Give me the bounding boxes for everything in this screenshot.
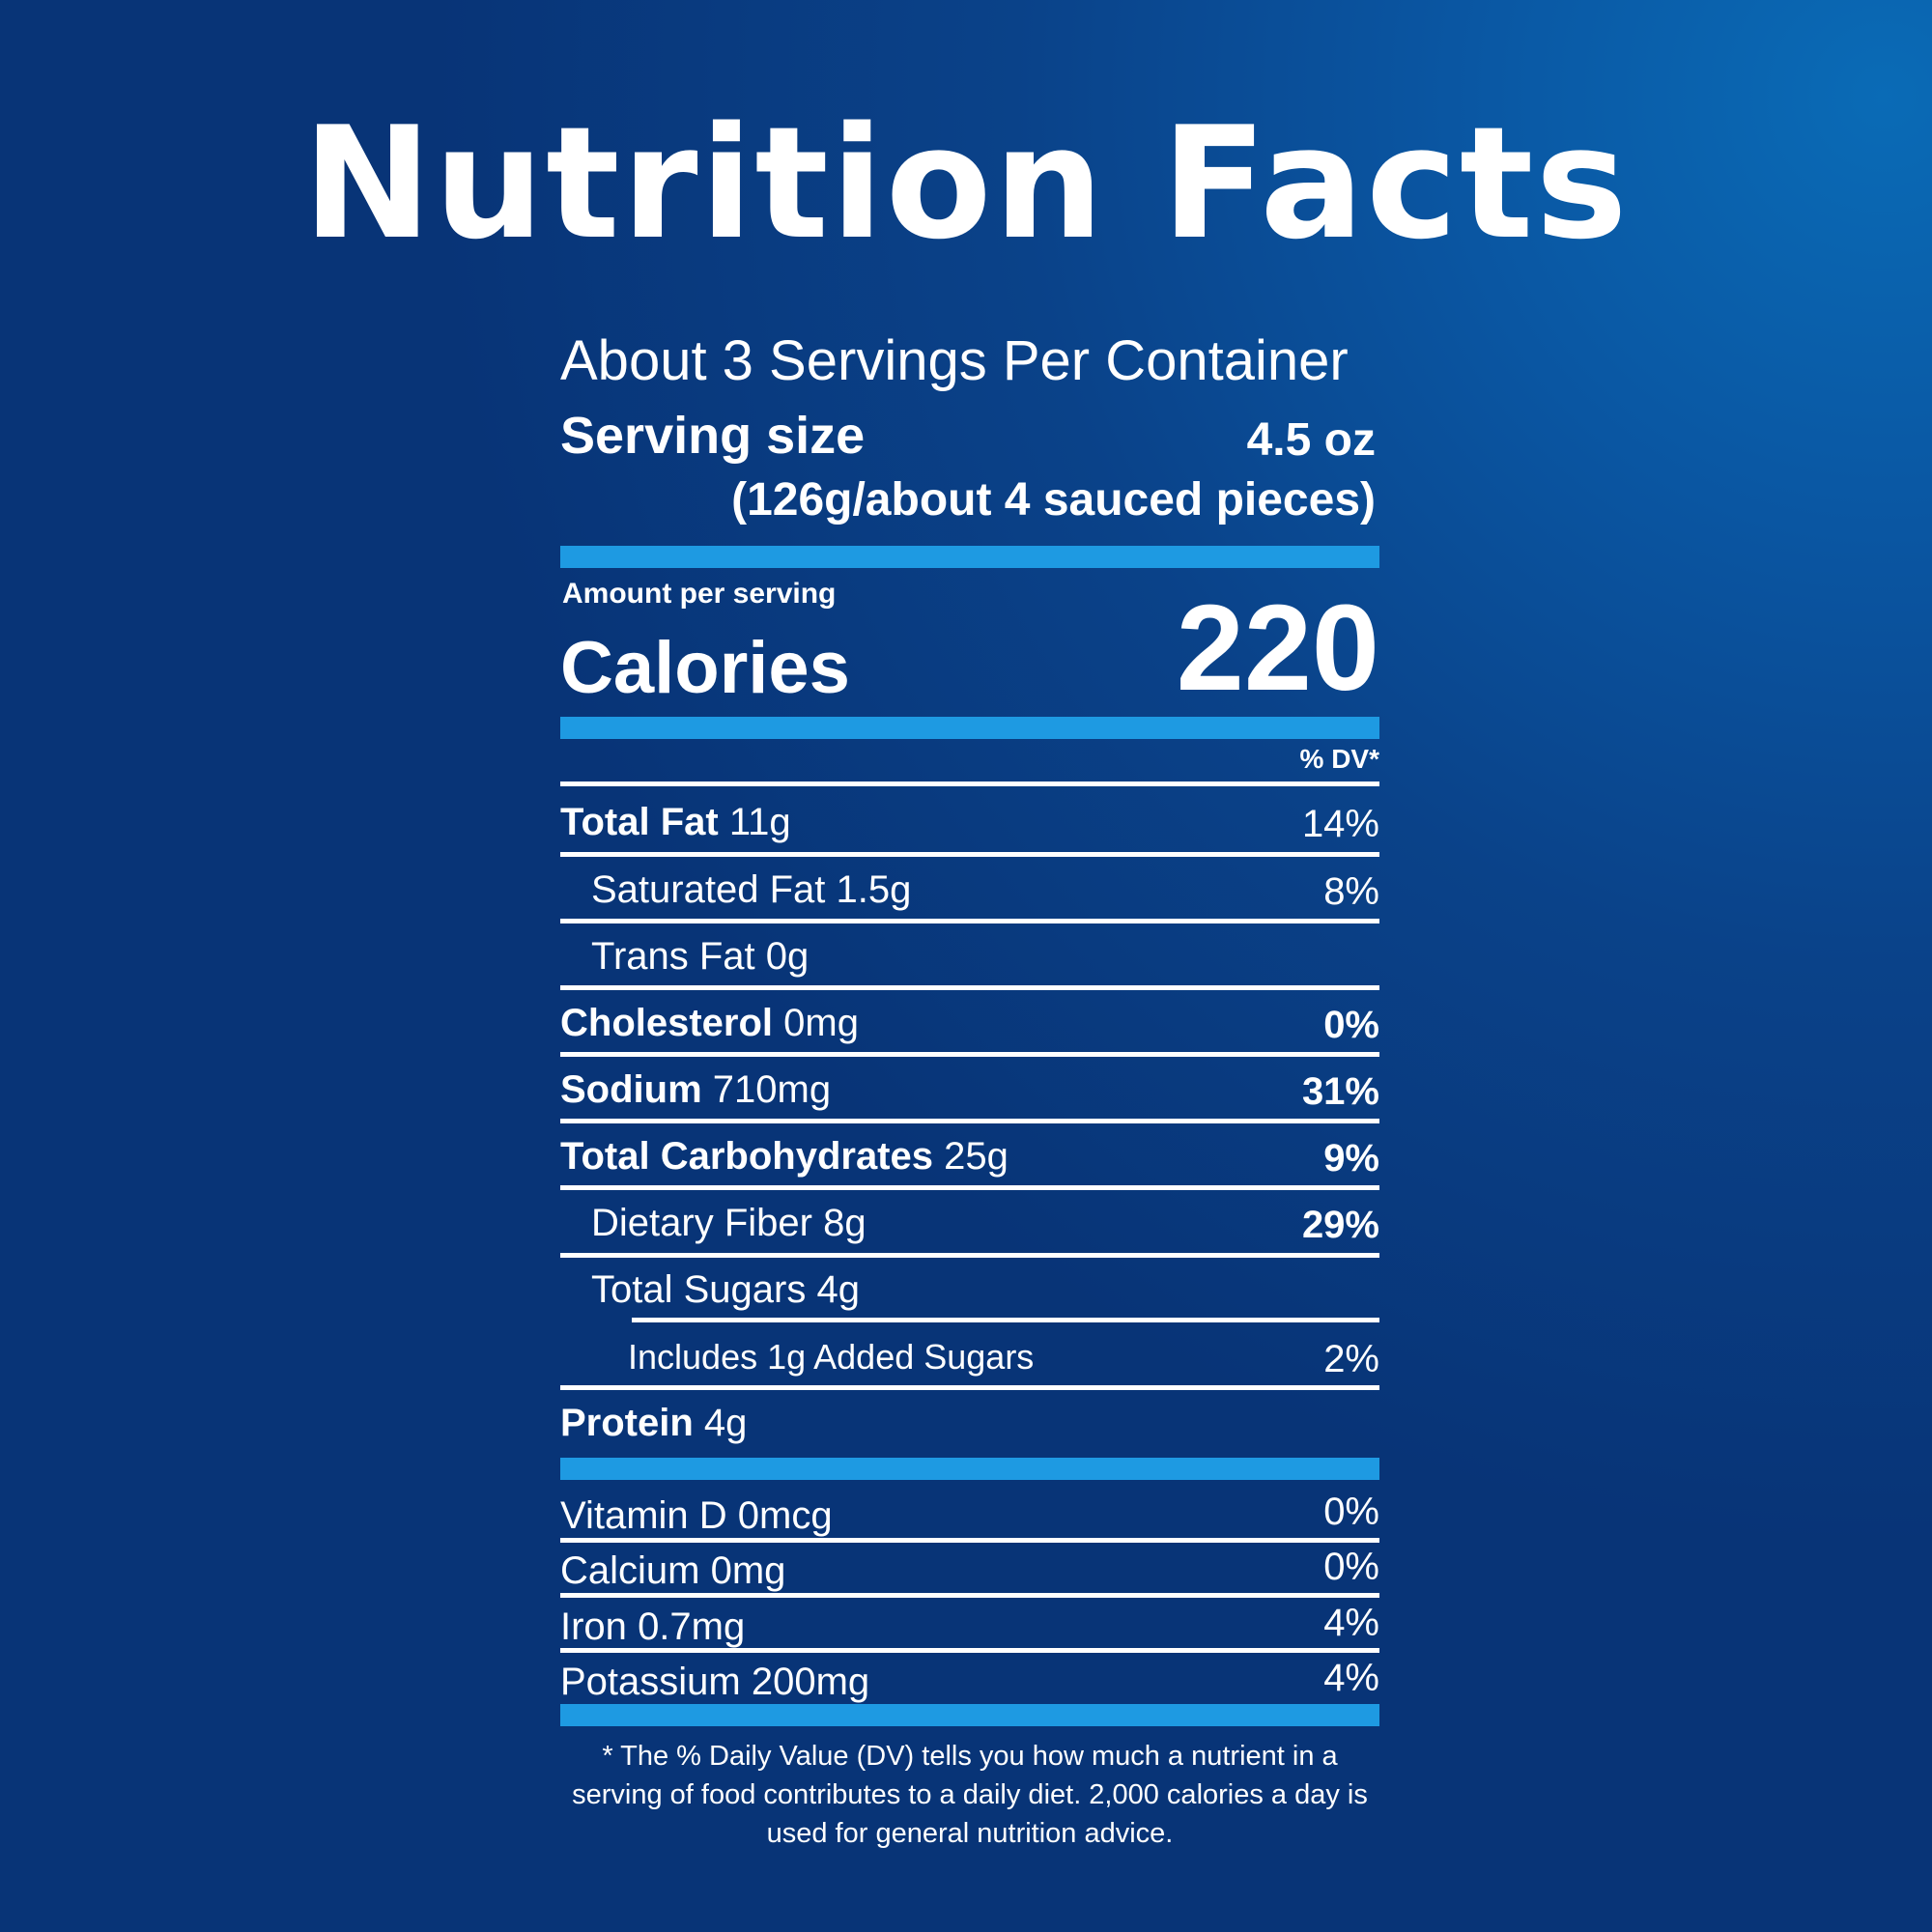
nutrient-amount: 0g [765, 935, 810, 978]
nutrient-row-dietary-fiber: Dietary Fiber 8g 29% [560, 1198, 1379, 1256]
nutrient-name: Sodium [560, 1068, 702, 1111]
vitamin-row-calcium: Calcium 0mg 0% [560, 1546, 1379, 1604]
amount-per-serving: Amount per serving [562, 578, 837, 610]
nutrient-dv: 9% [1323, 1137, 1379, 1179]
page-title: Nutrition Facts [302, 93, 1630, 273]
nutrient-name: Total Fat [560, 801, 719, 843]
nutrient-amount: 0mg [783, 1002, 859, 1044]
nutrient-row-trans-fat: Trans Fat 0g [560, 931, 1379, 989]
divider-line [560, 1385, 1379, 1390]
divider-bar [560, 1458, 1379, 1480]
vitamin-amount: 200mg [751, 1661, 870, 1703]
calories-label: Calories [560, 627, 850, 709]
nutrient-name: Cholesterol [560, 1002, 774, 1044]
servings-per-container: About 3 Servings Per Container [560, 329, 1349, 392]
nutrient-name: Total Sugars [591, 1268, 807, 1311]
divider-bar [560, 717, 1379, 739]
divider-line [560, 781, 1379, 786]
vitamin-row-potassium: Potassium 200mg 4% [560, 1657, 1379, 1715]
vitamin-name: Vitamin D [560, 1494, 727, 1537]
divider-line [560, 985, 1379, 990]
nutrient-row-saturated-fat: Saturated Fat 1.5g 8% [560, 865, 1379, 923]
divider-line [560, 1052, 1379, 1057]
vitamin-name: Potassium [560, 1661, 741, 1703]
nutrient-row-cholesterol: Cholesterol 0mg 0% [560, 998, 1379, 1056]
divider-line [560, 1538, 1379, 1543]
vitamin-amount: 0mg [710, 1549, 786, 1592]
divider-line [560, 1119, 1379, 1123]
nutrient-name: Saturated Fat [591, 868, 826, 911]
divider-line [560, 1253, 1379, 1258]
serving-size-label: Serving size [560, 407, 866, 465]
divider-line [560, 1648, 1379, 1653]
nutrient-dv: 0% [1323, 1004, 1379, 1046]
daily-value-footnote: * The % Daily Value (DV) tells you how m… [572, 1741, 1368, 1849]
divider-line [560, 919, 1379, 923]
nutrient-name: Total Carbohydrates [560, 1135, 933, 1178]
nutrient-amount: 4g [703, 1402, 748, 1444]
nutrient-name: Protein [560, 1402, 694, 1444]
vitamin-row-iron: Iron 0.7mg 4% [560, 1602, 1379, 1660]
nutrient-dv: 29% [1301, 1204, 1379, 1246]
vitamin-dv: 4% [1323, 1657, 1379, 1699]
nutrient-dv: 8% [1323, 870, 1379, 913]
nutrient-row-added-sugars: Includes 1g Added Sugars 2% [560, 1332, 1379, 1390]
nutrient-name: Trans Fat [591, 935, 755, 978]
vitamin-dv: 0% [1323, 1546, 1379, 1588]
nutrient-row-total-sugars: Total Sugars 4g [560, 1264, 1379, 1322]
vitamin-dv: 0% [1323, 1491, 1379, 1533]
divider-bar [560, 1704, 1379, 1726]
nutrient-amount: 4g [816, 1268, 860, 1311]
nutrient-amount: 1.5g [836, 868, 912, 911]
vitamin-row-vitamin-d: Vitamin D 0mcg 0% [560, 1491, 1379, 1548]
vitamin-name: Iron [560, 1605, 627, 1648]
calories-value: 220 [1176, 580, 1379, 716]
divider-line [632, 1318, 1379, 1322]
daily-value-header: % DV* [1299, 744, 1379, 774]
vitamin-dv: 4% [1323, 1602, 1379, 1644]
nutrient-row-sodium: Sodium 710mg 31% [560, 1065, 1379, 1122]
serving-size-detail: (126g/about 4 sauced pieces) [731, 474, 1376, 526]
divider-line [560, 1185, 1379, 1190]
nutrient-dv: 14% [1301, 803, 1379, 845]
vitamin-name: Calcium [560, 1549, 700, 1592]
vitamin-amount: 0mcg [737, 1494, 833, 1537]
vitamin-amount: 0.7mg [638, 1605, 746, 1648]
nutrient-dv: 2% [1323, 1338, 1379, 1380]
serving-size-value: 4.5 oz [1246, 414, 1376, 466]
nutrient-amount: 710mg [712, 1068, 832, 1111]
nutrient-row-total-fat: Total Fat 11g 14% [560, 797, 1379, 855]
nutrient-row-total-carbohydrates: Total Carbohydrates 25g 9% [560, 1131, 1379, 1189]
nutrient-dv: 31% [1301, 1070, 1379, 1113]
nutrient-row-protein: Protein 4g [560, 1398, 1379, 1456]
divider-bar [560, 546, 1379, 568]
nutrient-amount: 11g [728, 801, 791, 843]
nutrient-name: Dietary Fiber [591, 1202, 812, 1244]
nutrient-amount: 25g [944, 1135, 1009, 1178]
nutrient-name: Includes 1g Added Sugars [628, 1337, 1035, 1377]
divider-line [560, 1593, 1379, 1598]
nutrient-amount: 8g [823, 1202, 867, 1244]
divider-line [560, 852, 1379, 857]
